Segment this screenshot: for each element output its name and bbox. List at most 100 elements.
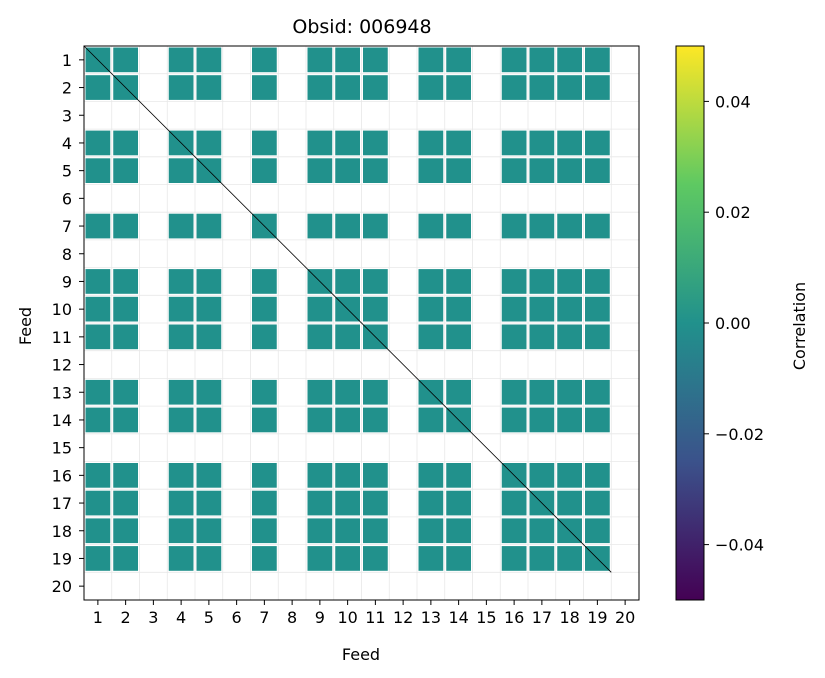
- y-axis-label: Feed: [16, 307, 35, 345]
- heatmap-cell: [85, 296, 111, 322]
- heatmap-cell: [446, 379, 471, 405]
- heatmap-cell: [363, 47, 388, 73]
- colorbar-tick-label: 0.00: [715, 314, 751, 333]
- heatmap-cell: [529, 324, 555, 350]
- heatmap-cell: [335, 463, 360, 488]
- heatmap-cell: [252, 546, 277, 571]
- y-tick-label: 6: [62, 189, 72, 208]
- heatmap-cell: [113, 546, 138, 571]
- heatmap-cell: [196, 324, 222, 350]
- heatmap-cell: [196, 47, 222, 73]
- heatmap-cell: [113, 490, 138, 516]
- heatmap-cell: [363, 490, 388, 516]
- heatmap-cell: [196, 269, 222, 294]
- y-tick-label: 3: [62, 106, 72, 125]
- heatmap-cell: [85, 463, 111, 488]
- x-axis-label: Feed: [342, 645, 380, 664]
- heatmap-cell: [501, 324, 527, 350]
- heatmap-cell: [335, 379, 360, 405]
- heatmap-cell: [363, 379, 388, 405]
- heatmap-cell: [446, 490, 471, 516]
- heatmap-cell: [196, 490, 222, 516]
- heatmap-cell: [168, 75, 194, 100]
- heatmap-cell: [307, 490, 333, 516]
- heatmap-cell: [252, 518, 277, 544]
- heatmap-cell: [446, 463, 471, 488]
- heatmap-cell: [196, 130, 222, 156]
- y-tick-label: 15: [52, 439, 72, 458]
- heatmap-cell: [585, 324, 610, 350]
- colorbar-tick-label: 0.04: [715, 92, 751, 111]
- heatmap-cell: [446, 546, 471, 571]
- heatmap-cell: [363, 407, 388, 433]
- heatmap-cell: [418, 75, 444, 100]
- y-tick-label: 4: [62, 134, 72, 153]
- heatmap-cell: [363, 269, 388, 294]
- heatmap-cell: [307, 518, 333, 544]
- heatmap-cell: [168, 490, 194, 516]
- x-tick-label: 8: [287, 608, 297, 627]
- heatmap-cell: [418, 269, 444, 294]
- heatmap-cell: [529, 130, 555, 156]
- heatmap-cell: [307, 546, 333, 571]
- heatmap-cell: [85, 130, 111, 156]
- heatmap-cell: [335, 518, 360, 544]
- y-tick-label: 7: [62, 217, 72, 236]
- heatmap-cell: [585, 463, 610, 488]
- y-tick-label: 13: [52, 383, 72, 402]
- heatmap-cell: [335, 130, 360, 156]
- y-tick-label: 5: [62, 162, 72, 181]
- heatmap-cell: [307, 296, 333, 322]
- x-axis-ticks: 1 2 3 4 5 6 7 8 9 10 11 12 13 14 15 16 17 18 19 20: [93, 600, 635, 627]
- diagonal-line: [83, 45, 612, 573]
- heatmap-cell: [501, 407, 527, 433]
- heatmap-cell: [529, 213, 555, 239]
- heatmap-cell: [585, 490, 610, 516]
- heatmap-cell: [168, 463, 194, 488]
- heatmap-cell: [446, 47, 471, 73]
- x-tick-label: 15: [476, 608, 496, 627]
- heatmap-cell: [446, 518, 471, 544]
- x-tick-label: 6: [232, 608, 242, 627]
- heatmap-cell: [335, 269, 360, 294]
- heatmap-cell: [113, 518, 138, 544]
- heatmap-cell: [335, 324, 360, 350]
- heatmap-cell: [113, 324, 138, 350]
- plot-frame: [83, 45, 640, 601]
- heatmap-cell: [252, 130, 277, 156]
- heatmap-cell: [307, 324, 333, 350]
- heatmap-cell: [557, 324, 582, 350]
- heatmap-cell: [252, 324, 277, 350]
- heatmap-cell: [335, 490, 360, 516]
- heatmap-cell: [529, 158, 555, 183]
- y-tick-label: 14: [52, 411, 72, 430]
- heatmap-cell: [85, 324, 111, 350]
- y-tick-label: 10: [52, 300, 72, 319]
- heatmap-cell: [529, 269, 555, 294]
- heatmap-cell: [113, 269, 138, 294]
- heatmap-cell: [585, 47, 610, 73]
- heatmap-cell: [168, 269, 194, 294]
- y-tick-label: 20: [52, 577, 72, 596]
- x-tick-label: 7: [259, 608, 269, 627]
- heatmap-cell: [557, 296, 582, 322]
- heatmap-cell: [113, 158, 138, 183]
- y-tick-label: 19: [52, 549, 72, 568]
- heatmap-cell: [446, 213, 471, 239]
- heatmap-cell: [252, 407, 277, 433]
- heatmap-cell: [446, 158, 471, 183]
- heatmap-cell: [501, 47, 527, 73]
- heatmap-cell: [252, 463, 277, 488]
- heatmap-cell: [557, 158, 582, 183]
- y-tick-label: 12: [52, 356, 72, 375]
- heatmap-cell: [335, 407, 360, 433]
- y-tick-label: 11: [52, 328, 72, 347]
- heatmap-cell: [307, 158, 333, 183]
- heatmap-cell: [196, 407, 222, 433]
- heatmap-cell: [113, 379, 138, 405]
- heatmap-cell: [363, 296, 388, 322]
- heatmap-cell: [168, 158, 194, 183]
- heatmap-cell: [113, 296, 138, 322]
- heatmap-cell: [168, 518, 194, 544]
